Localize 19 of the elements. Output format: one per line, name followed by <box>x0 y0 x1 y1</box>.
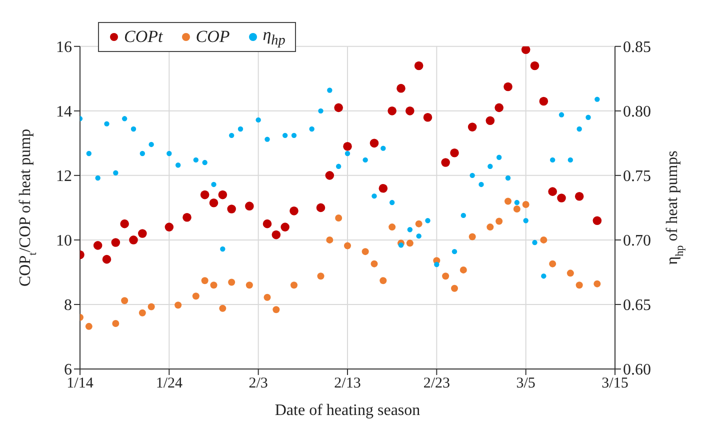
y-tick-label: 12 <box>56 168 72 186</box>
x-tick-label: 2/13 <box>334 376 361 392</box>
y2-tick-label: 0.85 <box>623 39 651 56</box>
y2-tick-label: 0.80 <box>623 104 651 121</box>
x-tick-label: 1/24 <box>156 376 183 392</box>
x-axis-title: Date of heating season <box>274 402 420 419</box>
x-tick-label: 2/3 <box>248 376 268 392</box>
y-tick-label: 10 <box>56 232 72 250</box>
legend-label: η$_{hp}$ <box>262 25 286 48</box>
y2-tick-label: 0.70 <box>623 232 651 250</box>
y-tick-label: 14 <box>56 104 72 121</box>
y2-tick-label: 0.65 <box>623 297 651 314</box>
legend-label: COP <box>196 27 230 46</box>
y-tick-label: 16 <box>56 39 72 56</box>
y-tick-label: 8 <box>64 297 72 314</box>
x-tick-label: 2/23 <box>423 376 450 392</box>
x-tick-label: 3/5 <box>516 376 536 392</box>
legend-label: COPt <box>124 27 163 46</box>
y2-tick-label: 0.75 <box>623 168 651 186</box>
